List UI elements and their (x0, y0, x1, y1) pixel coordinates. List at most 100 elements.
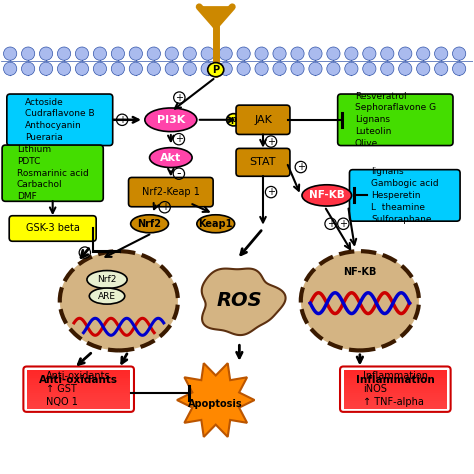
FancyBboxPatch shape (27, 389, 130, 391)
Circle shape (57, 62, 71, 75)
FancyBboxPatch shape (344, 370, 447, 372)
Text: Lithium
PDTC
Rosmarinic acid
Carbachol
DMF: Lithium PDTC Rosmarinic acid Carbachol D… (17, 145, 89, 201)
Text: JAK: JAK (254, 115, 272, 125)
Text: Anti-oxidants: Anti-oxidants (39, 375, 118, 385)
Ellipse shape (301, 251, 419, 350)
Text: +: + (339, 219, 347, 229)
Text: Inflammation
iNOS
↑ TNF-alpha: Inflammation iNOS ↑ TNF-alpha (363, 371, 428, 407)
Ellipse shape (150, 148, 192, 167)
Circle shape (273, 62, 286, 75)
FancyBboxPatch shape (337, 94, 453, 146)
Ellipse shape (197, 215, 235, 233)
Circle shape (147, 62, 160, 75)
Circle shape (453, 47, 466, 60)
Ellipse shape (87, 271, 127, 289)
Circle shape (183, 62, 196, 75)
FancyBboxPatch shape (27, 397, 130, 399)
Circle shape (75, 47, 89, 60)
Ellipse shape (145, 108, 197, 132)
Text: Nrf2: Nrf2 (137, 219, 162, 229)
Circle shape (201, 47, 214, 60)
Circle shape (147, 47, 160, 60)
FancyBboxPatch shape (344, 393, 447, 395)
Circle shape (273, 47, 286, 60)
Circle shape (309, 47, 322, 60)
Circle shape (417, 62, 430, 75)
FancyBboxPatch shape (27, 403, 130, 405)
Text: Resveratrol
Sephoraflavone G
Lignans
Luteolin
Olive: Resveratrol Sephoraflavone G Lignans Lut… (355, 91, 436, 148)
Ellipse shape (227, 114, 241, 126)
FancyBboxPatch shape (344, 389, 447, 391)
Circle shape (309, 62, 322, 75)
FancyBboxPatch shape (2, 145, 103, 201)
Text: Nrf2-Keap 1: Nrf2-Keap 1 (142, 187, 200, 197)
Circle shape (237, 62, 250, 75)
Circle shape (93, 47, 107, 60)
Text: +: + (161, 202, 169, 212)
Text: Anti-oxidants
↑ GST
NQO 1: Anti-oxidants ↑ GST NQO 1 (46, 371, 111, 407)
Circle shape (93, 62, 107, 75)
Text: GSK-3 beta: GSK-3 beta (26, 224, 80, 234)
FancyBboxPatch shape (27, 383, 130, 385)
Ellipse shape (208, 63, 224, 77)
Polygon shape (202, 269, 285, 335)
Text: +: + (327, 219, 335, 229)
FancyBboxPatch shape (27, 378, 130, 380)
Circle shape (327, 62, 340, 75)
Text: +: + (267, 137, 275, 146)
Text: lignans
Gambogic acid
Hesperetin
L  theamine
Sulforaphane: lignans Gambogic acid Hesperetin L theam… (371, 167, 438, 224)
Text: -: - (82, 246, 87, 259)
Circle shape (39, 62, 53, 75)
FancyBboxPatch shape (344, 399, 447, 401)
Circle shape (291, 62, 304, 75)
FancyBboxPatch shape (344, 397, 447, 399)
Circle shape (255, 62, 268, 75)
Polygon shape (177, 363, 255, 437)
Text: PI3K: PI3K (157, 115, 185, 125)
Text: Keap1: Keap1 (199, 219, 233, 229)
Circle shape (363, 62, 376, 75)
Text: Akt: Akt (160, 153, 182, 163)
Ellipse shape (89, 288, 125, 304)
FancyBboxPatch shape (344, 374, 447, 375)
Circle shape (129, 62, 143, 75)
Circle shape (21, 62, 35, 75)
FancyBboxPatch shape (344, 401, 447, 403)
Circle shape (345, 62, 358, 75)
FancyBboxPatch shape (27, 370, 130, 372)
FancyBboxPatch shape (349, 170, 460, 221)
FancyBboxPatch shape (344, 383, 447, 385)
Circle shape (453, 62, 466, 75)
FancyBboxPatch shape (27, 405, 130, 407)
FancyBboxPatch shape (27, 385, 130, 387)
FancyBboxPatch shape (7, 94, 113, 146)
Circle shape (381, 47, 394, 60)
Circle shape (399, 62, 412, 75)
FancyBboxPatch shape (236, 148, 290, 176)
Circle shape (237, 47, 250, 60)
FancyBboxPatch shape (27, 407, 130, 409)
FancyBboxPatch shape (344, 375, 447, 378)
FancyBboxPatch shape (9, 216, 96, 241)
Ellipse shape (302, 185, 352, 206)
Text: NF-KB: NF-KB (309, 191, 345, 201)
Ellipse shape (60, 251, 178, 350)
FancyBboxPatch shape (344, 395, 447, 397)
Circle shape (255, 47, 268, 60)
FancyBboxPatch shape (27, 399, 130, 401)
Circle shape (3, 62, 17, 75)
Circle shape (327, 47, 340, 60)
Circle shape (399, 47, 412, 60)
Circle shape (75, 62, 89, 75)
FancyBboxPatch shape (344, 385, 447, 387)
Circle shape (21, 47, 35, 60)
Circle shape (345, 47, 358, 60)
Circle shape (219, 47, 232, 60)
Text: ARE: ARE (98, 292, 116, 301)
Text: Inflammation: Inflammation (356, 375, 435, 385)
Circle shape (219, 62, 232, 75)
FancyBboxPatch shape (128, 177, 213, 207)
FancyBboxPatch shape (27, 380, 130, 382)
Circle shape (111, 62, 125, 75)
Circle shape (129, 47, 143, 60)
